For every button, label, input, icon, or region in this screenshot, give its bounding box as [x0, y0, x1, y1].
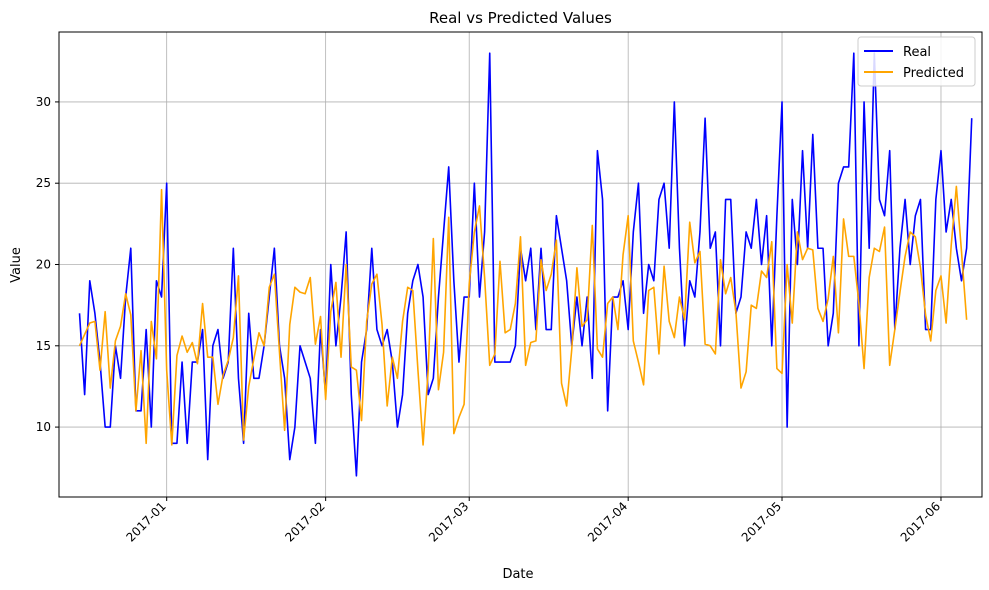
legend-box [857, 36, 976, 87]
grid-lines [59, 32, 982, 497]
y-axis-title: Value [9, 247, 24, 283]
series-line-predicted [78, 185, 968, 446]
legend-label-real: Real [903, 45, 931, 60]
y-tick-label: 10 [36, 420, 51, 434]
y-tick-label: 30 [36, 95, 51, 109]
series-lines [78, 52, 973, 477]
x-axis-title: Date [502, 567, 533, 582]
y-tick-label: 20 [36, 258, 51, 272]
y-tick-label: 15 [36, 339, 51, 353]
y-tick-label: 25 [36, 176, 51, 190]
legend: Real Predicted [857, 36, 976, 87]
legend-label-predicted: Predicted [903, 66, 964, 81]
chart-title: Real vs Predicted Values [429, 9, 612, 27]
y-axis: 10 15 20 25 30 [36, 95, 59, 434]
